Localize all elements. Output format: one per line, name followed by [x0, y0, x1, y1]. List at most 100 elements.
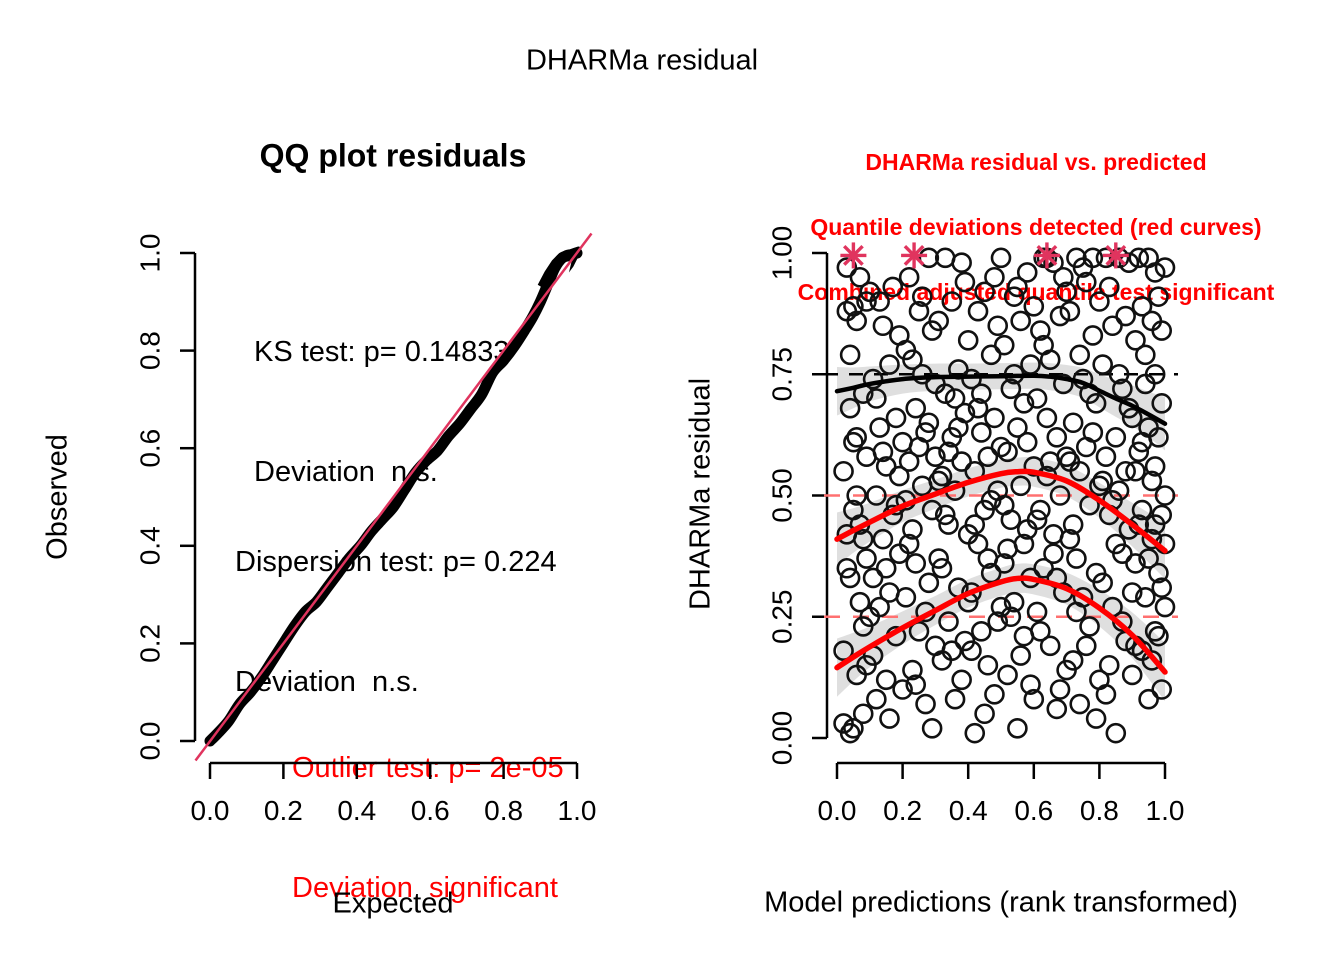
scatter-point: [843, 296, 864, 317]
outlier-asterisk: [1033, 242, 1060, 269]
scatter-point: [1026, 509, 1048, 531]
scatter-point: [898, 451, 920, 472]
scatter-point: [918, 247, 940, 269]
scatter-point: [1095, 446, 1117, 468]
scatter-point: [1154, 257, 1176, 278]
scatter-point: [997, 664, 1018, 686]
qq-y-tick-label: 1.0: [134, 234, 165, 273]
scatter-point: [951, 252, 972, 274]
scatter-point: [902, 349, 923, 371]
scatter-point: [990, 247, 1012, 269]
scatter-point: [951, 451, 972, 472]
scatter-point: [1007, 276, 1028, 298]
scatter-point: [1066, 601, 1087, 623]
scatter-point: [1135, 373, 1156, 395]
scatter-point: [977, 446, 999, 468]
scatter-point: [1115, 305, 1136, 327]
scatter-point: [1016, 431, 1038, 453]
res-x-tick-label: 0.0: [818, 795, 857, 826]
qq-reference-line: [194, 232, 593, 762]
scatter-point: [971, 383, 992, 404]
qq-y-tick-label: 0.4: [134, 526, 165, 565]
scatter-point: [1148, 562, 1169, 584]
outlier-asterisk: [1102, 242, 1129, 269]
scatter-point: [931, 465, 953, 487]
scatter-point: [843, 499, 864, 521]
qq-x-tick-label: 1.0: [558, 795, 597, 826]
scatter-point: [1049, 305, 1071, 327]
scatter-point: [1053, 266, 1074, 288]
scatter-point: [1125, 553, 1146, 574]
scatter-point: [911, 286, 933, 307]
scatter-point: [1148, 286, 1169, 307]
scatter-point: [944, 688, 966, 710]
qq-x-tick-label: 0.4: [337, 795, 376, 826]
scatter-point: [902, 659, 923, 681]
scatter-point: [1141, 528, 1163, 550]
scatter-point: [980, 490, 1002, 511]
scatter-point: [898, 266, 920, 288]
scatter-point: [938, 611, 959, 632]
scatter-point: [984, 266, 1005, 288]
scatter-point: [856, 548, 877, 569]
outlier-asterisk: [840, 242, 867, 269]
scatter-point: [1000, 378, 1022, 400]
outlier-asterisk-spoke: [843, 245, 864, 266]
scatter-point: [1075, 635, 1097, 657]
scatter-point: [1108, 363, 1130, 385]
scatter-point: [1023, 688, 1045, 710]
scatter-point: [849, 591, 871, 613]
scatter-point: [938, 514, 959, 535]
scatter-point: [944, 388, 966, 409]
scatter-point: [1085, 708, 1107, 729]
scatter-point: [892, 679, 913, 700]
scatter-point: [987, 611, 1009, 632]
scatter-point: [1049, 679, 1071, 700]
scatter-point: [869, 417, 890, 438]
scatter-point: [849, 266, 871, 288]
scatter-point: [931, 557, 953, 579]
scatter-point: [1007, 717, 1028, 739]
scatter-point: [1030, 320, 1051, 341]
scatter-point: [921, 499, 943, 521]
scatter-point: [1102, 315, 1123, 337]
scatter-point: [862, 567, 884, 589]
scatter-point: [1030, 499, 1051, 521]
res-x-tick-label: 0.8: [1080, 795, 1119, 826]
scatter-point: [967, 533, 989, 555]
scatter-point: [1010, 475, 1031, 497]
smooth-curve-quantile-0.25: [834, 575, 1168, 675]
scatter-point: [1151, 679, 1173, 700]
scatter-point: [1010, 310, 1031, 332]
scatter-point: [1059, 300, 1081, 322]
scatter-point: [872, 315, 894, 337]
scatter-point: [993, 334, 1015, 356]
scatter-point: [1151, 393, 1173, 414]
scatter-point: [1003, 591, 1025, 613]
scatter-point: [1141, 470, 1163, 492]
scatter-point: [879, 354, 900, 375]
scatter-point: [1092, 572, 1113, 594]
scatter-point: [938, 441, 959, 463]
scatter-point: [1141, 650, 1163, 671]
scatter-point: [941, 291, 963, 312]
scatter-point: [1007, 417, 1028, 438]
scatter-point: [859, 606, 881, 628]
scatter-point: [889, 543, 910, 565]
scatter-point: [879, 708, 900, 729]
scatter-point: [856, 291, 877, 312]
outlier-test-line1: Outlier test: p= 2e-05: [292, 752, 564, 784]
res-x-tick-label: 0.4: [949, 795, 988, 826]
scatter-point: [997, 441, 1018, 463]
scatter-point: [1026, 388, 1048, 409]
scatter-point: [875, 557, 897, 579]
scatter-point: [898, 533, 920, 555]
scatter-point: [908, 620, 930, 642]
qq-x-tick-label: 0.0: [191, 795, 230, 826]
x-axis-label-right: Model predictions (rank transformed): [764, 886, 1238, 919]
scatter-point: [948, 417, 969, 438]
scatter-point: [971, 620, 992, 642]
scatter-point: [987, 315, 1009, 337]
scatter-point: [928, 310, 949, 332]
scatter-point: [1043, 252, 1064, 274]
